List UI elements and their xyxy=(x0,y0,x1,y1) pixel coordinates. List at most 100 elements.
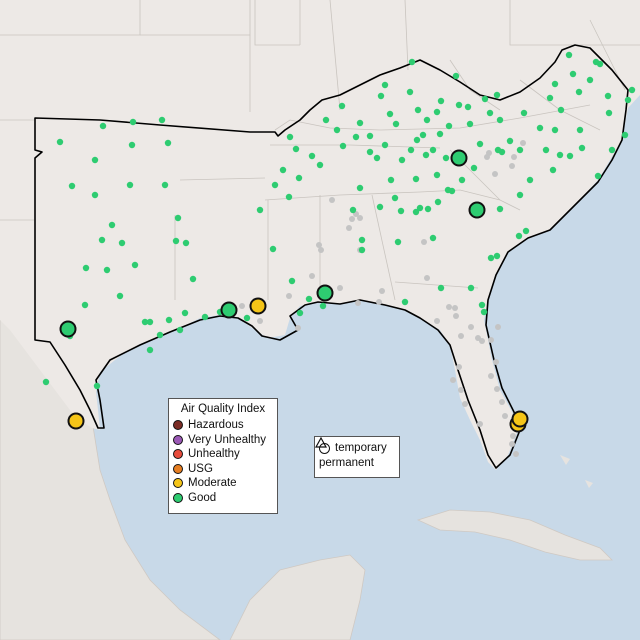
good-monitor-dot[interactable] xyxy=(358,236,366,244)
good-monitor-dot[interactable] xyxy=(305,295,313,303)
good-monitor-dot[interactable] xyxy=(413,136,421,144)
good-monitor-dot[interactable] xyxy=(470,164,478,172)
good-monitor-dot[interactable] xyxy=(243,314,251,322)
good-monitor-dot[interactable] xyxy=(423,116,431,124)
good-monitor-dot[interactable] xyxy=(412,175,420,183)
inactive-monitor-dot[interactable] xyxy=(379,288,385,294)
good-monitor-dot[interactable] xyxy=(81,301,89,309)
good-monitor-dot[interactable] xyxy=(381,141,389,149)
good-monitor-dot[interactable] xyxy=(429,146,437,154)
inactive-monitor-dot[interactable] xyxy=(295,325,301,331)
good-monitor-dot[interactable] xyxy=(551,80,559,88)
inactive-monitor-dot[interactable] xyxy=(376,299,382,305)
good-monitor-dot[interactable] xyxy=(141,318,149,326)
good-monitor-dot[interactable] xyxy=(398,156,406,164)
inactive-monitor-dot[interactable] xyxy=(452,305,458,311)
good-monitor-dot[interactable] xyxy=(286,133,294,141)
good-monitor-dot[interactable] xyxy=(436,130,444,138)
inactive-monitor-dot[interactable] xyxy=(509,163,515,169)
good-monitor-dot[interactable] xyxy=(381,81,389,89)
good-monitor-dot[interactable] xyxy=(406,88,414,96)
good-monitor-dot[interactable] xyxy=(605,109,613,117)
good-monitor-dot[interactable] xyxy=(116,292,124,300)
good-monitor-dot[interactable] xyxy=(164,139,172,147)
good-monitor-dot[interactable] xyxy=(551,126,559,134)
good-monitor-dot[interactable] xyxy=(516,146,524,154)
good-monitor-dot[interactable] xyxy=(478,301,486,309)
inactive-monitor-dot[interactable] xyxy=(513,451,519,457)
good-monitor-dot[interactable] xyxy=(414,106,422,114)
good-monitor-dot[interactable] xyxy=(288,277,296,285)
good-monitor-dot[interactable] xyxy=(467,284,475,292)
good-monitor-dot[interactable] xyxy=(476,140,484,148)
good-monitor-dot[interactable] xyxy=(146,346,154,354)
good-monitor-dot[interactable] xyxy=(269,245,277,253)
monitor-marker-mississippi-coast[interactable] xyxy=(316,284,334,302)
good-monitor-dot[interactable] xyxy=(407,146,415,154)
good-monitor-dot[interactable] xyxy=(376,203,384,211)
good-monitor-dot[interactable] xyxy=(433,171,441,179)
good-monitor-dot[interactable] xyxy=(333,126,341,134)
inactive-monitor-dot[interactable] xyxy=(488,373,494,379)
good-monitor-dot[interactable] xyxy=(452,72,460,80)
good-monitor-dot[interactable] xyxy=(118,239,126,247)
inactive-monitor-dot[interactable] xyxy=(488,337,494,343)
good-monitor-dot[interactable] xyxy=(373,154,381,162)
good-monitor-dot[interactable] xyxy=(596,60,604,68)
good-monitor-dot[interactable] xyxy=(496,116,504,124)
good-monitor-dot[interactable] xyxy=(493,252,501,260)
good-monitor-dot[interactable] xyxy=(434,198,442,206)
inactive-monitor-dot[interactable] xyxy=(309,273,315,279)
good-monitor-dot[interactable] xyxy=(156,331,164,339)
good-monitor-dot[interactable] xyxy=(356,184,364,192)
good-monitor-dot[interactable] xyxy=(576,126,584,134)
inactive-monitor-dot[interactable] xyxy=(502,413,508,419)
good-monitor-dot[interactable] xyxy=(445,122,453,130)
inactive-monitor-dot[interactable] xyxy=(318,247,324,253)
good-monitor-dot[interactable] xyxy=(520,109,528,117)
good-monitor-dot[interactable] xyxy=(42,378,50,386)
good-monitor-dot[interactable] xyxy=(377,92,385,100)
good-monitor-dot[interactable] xyxy=(424,205,432,213)
monitor-marker-east-tennessee[interactable] xyxy=(450,149,468,167)
good-monitor-dot[interactable] xyxy=(201,313,209,321)
good-monitor-dot[interactable] xyxy=(422,151,430,159)
good-monitor-dot[interactable] xyxy=(322,116,330,124)
good-monitor-dot[interactable] xyxy=(296,309,304,317)
good-monitor-dot[interactable] xyxy=(464,103,472,111)
inactive-monitor-dot[interactable] xyxy=(456,364,462,370)
inactive-monitor-dot[interactable] xyxy=(494,386,500,392)
good-monitor-dot[interactable] xyxy=(339,142,347,150)
good-monitor-dot[interactable] xyxy=(366,132,374,140)
good-monitor-dot[interactable] xyxy=(129,118,137,126)
inactive-monitor-dot[interactable] xyxy=(286,293,292,299)
good-monitor-dot[interactable] xyxy=(392,120,400,128)
inactive-monitor-dot[interactable] xyxy=(424,275,430,281)
good-monitor-dot[interactable] xyxy=(349,206,357,214)
inactive-monitor-dot[interactable] xyxy=(434,318,440,324)
good-monitor-dot[interactable] xyxy=(358,246,366,254)
good-monitor-dot[interactable] xyxy=(292,145,300,153)
monitor-marker-south-texas[interactable] xyxy=(67,412,85,430)
good-monitor-dot[interactable] xyxy=(557,106,565,114)
good-monitor-dot[interactable] xyxy=(442,154,450,162)
good-monitor-dot[interactable] xyxy=(189,275,197,283)
good-monitor-dot[interactable] xyxy=(285,193,293,201)
good-monitor-dot[interactable] xyxy=(416,204,424,212)
good-monitor-dot[interactable] xyxy=(352,133,360,141)
good-monitor-dot[interactable] xyxy=(437,284,445,292)
good-monitor-dot[interactable] xyxy=(624,96,632,104)
inactive-monitor-dot[interactable] xyxy=(477,421,483,427)
inactive-monitor-dot[interactable] xyxy=(329,197,335,203)
inactive-monitor-dot[interactable] xyxy=(257,318,263,324)
good-monitor-dot[interactable] xyxy=(128,141,136,149)
good-monitor-dot[interactable] xyxy=(429,234,437,242)
good-monitor-dot[interactable] xyxy=(522,227,530,235)
good-monitor-dot[interactable] xyxy=(569,70,577,78)
inactive-monitor-dot[interactable] xyxy=(355,300,361,306)
inactive-monitor-dot[interactable] xyxy=(479,338,485,344)
good-monitor-dot[interactable] xyxy=(496,205,504,213)
inactive-monitor-dot[interactable] xyxy=(349,216,355,222)
inactive-monitor-dot[interactable] xyxy=(499,399,505,405)
